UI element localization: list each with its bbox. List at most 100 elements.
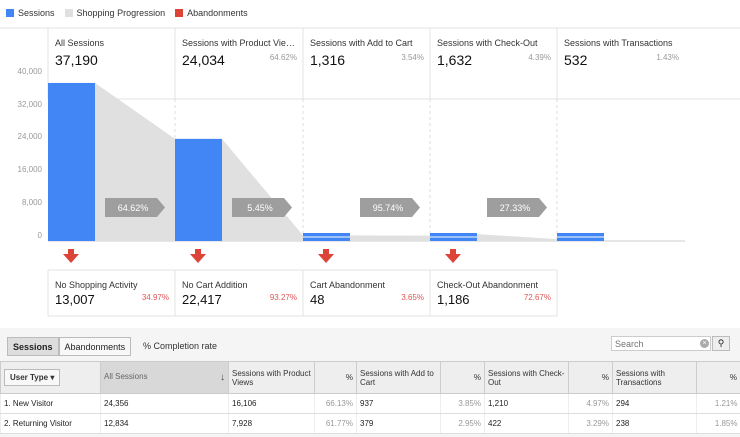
stage-title: Sessions with Add to Cart [310,38,413,48]
table-cell-pct: 2.95% [440,413,485,434]
table-cell: 12,834 [100,413,229,434]
column-header-pct[interactable]: % [696,361,740,394]
abandonment-arrow-shaft [323,249,329,255]
stage-pct: 4.39% [528,53,551,62]
column-header-pct[interactable]: % [314,361,357,394]
column-header-product-views[interactable]: Sessions with Product Views [228,361,315,394]
legend-label: Sessions [18,8,55,18]
legend-label: Abandonments [187,8,248,18]
y-tick-label: 32,000 [17,100,42,109]
stage-value: 1,632 [437,52,473,68]
user-type-dropdown[interactable]: User Type ▾ [4,369,61,386]
y-tick-label: 40,000 [17,67,42,76]
abandonment-arrow-head [318,254,334,263]
legend-shopping-progression[interactable]: Shopping Progression [64,8,165,18]
abandonment-no-cart-addition[interactable]: No Cart Addition 22,417 93.27% [175,270,303,316]
abandonment-title: No Shopping Activity [55,280,138,290]
dimension-header: User Type ▾ [0,361,101,394]
search-button[interactable]: ⚲ [712,336,730,351]
y-tick-label: 16,000 [17,165,42,174]
funnel-table-panel: Sessions Abandonments % Completion rate … [0,328,740,437]
abandonment-title: No Cart Addition [182,280,248,290]
search-input[interactable] [611,336,711,351]
stage-value: 24,034 [182,52,225,68]
stage-header-check-out[interactable]: Sessions with Check-Out 1,632 4.39% [430,28,557,99]
progression-rate-label: 95.74% [373,203,404,213]
stage-header-transactions[interactable]: Sessions with Transactions 532 1.43% [557,28,685,99]
sessions-bar [175,138,222,241]
abandonment-arrow-shaft [195,249,201,255]
tab-sessions[interactable]: Sessions [7,337,59,356]
stage-header-all-sessions[interactable]: All Sessions 37,190 [48,28,175,99]
progression-arrow [232,198,292,217]
table-row[interactable]: 1. New Visitor 24,356 16,106 66.13% 937 … [0,393,740,414]
legend-abandonments[interactable]: Abandonments [175,8,248,18]
table-cell-pct: 1.85% [696,413,740,434]
abandonment-arrow-head [63,254,79,263]
progression-area [477,234,557,241]
abandonment-pct: 72.67% [523,293,551,302]
funnel-chart: 64.62% 5.45% 95.74% 27.33% [0,27,740,317]
table-cell-pct: 3.29% [568,413,613,434]
table-cell: 294 [612,393,697,414]
stage-title: All Sessions [55,38,105,48]
table-cell: 379 [356,413,441,434]
table-cell-pct: 66.13% [314,393,357,414]
stage-value: 37,190 [55,52,98,68]
legend-swatch [175,9,184,17]
abandonment-arrow-head [190,254,206,263]
table-cell: 1,210 [484,393,569,414]
progression-area [350,235,430,241]
table-cell-pct: 1.21% [696,393,740,414]
abandonment-value: 48 [310,292,325,307]
column-label: All Sessions [104,372,148,381]
table-cell: 238 [612,413,697,434]
progression-area [222,138,303,241]
abandonment-title: Check-Out Abandonment [437,280,539,290]
abandonment-no-shopping-activity[interactable]: No Shopping Activity 13,007 34.97% [48,270,175,316]
abandonment-value: 13,007 [55,292,95,307]
table-cell: 16,106 [228,393,315,414]
sort-arrow-down-icon: ↓ [220,372,225,383]
clear-search-icon[interactable]: × [700,339,709,348]
dimension-label: User Type [10,373,49,382]
stage-pct: 64.62% [269,53,297,62]
column-header-all-sessions[interactable]: All Sessions ↓ [100,361,229,394]
stage-header-product-views[interactable]: Sessions with Product Vie… 24,034 64.62% [175,28,303,99]
row-name: Returning Visitor [12,419,72,428]
completion-rate-label[interactable]: % Completion rate [143,341,218,351]
stage-header-add-to-cart[interactable]: Sessions with Add to Cart 1,316 3.54% [303,28,430,99]
row-dimension-cell[interactable]: 1. New Visitor [0,393,101,414]
abandonment-pct: 93.27% [269,293,297,302]
column-header-transactions[interactable]: Sessions with Transactions [612,361,697,394]
abandonment-value: 1,186 [437,292,470,307]
table-cell-pct: 4.97% [568,393,613,414]
chevron-down-icon: ▾ [50,373,55,382]
legend-sessions[interactable]: Sessions [6,8,55,18]
column-header-pct[interactable]: % [440,361,485,394]
progression-rate-label: 64.62% [118,203,149,213]
table-cell: 937 [356,393,441,414]
stage-pct: 3.54% [401,53,424,62]
tab-abandonments[interactable]: Abandonments [58,337,132,356]
abandonment-value: 22,417 [182,292,222,307]
stage-value: 1,316 [310,52,346,68]
table-cell: 422 [484,413,569,434]
column-header-pct[interactable]: % [568,361,613,394]
progression-rate-label: 27.33% [500,203,531,213]
column-header-add-to-cart[interactable]: Sessions with Add to Cart [356,361,441,394]
stage-pct: 1.43% [656,53,679,62]
stage-title: Sessions with Check-Out [437,38,538,48]
view-tabs: Sessions Abandonments [7,337,132,356]
y-tick-label: 8,000 [21,198,42,207]
abandonment-cart[interactable]: Cart Abandonment 48 3.65% [303,270,430,316]
row-dimension-cell[interactable]: 2. Returning Visitor [0,413,101,434]
table-row[interactable]: 2. Returning Visitor 12,834 7,928 61.77%… [0,413,740,434]
column-header-check-out[interactable]: Sessions with Check-Out [484,361,569,394]
abandonment-pct: 34.97% [141,293,169,302]
row-number: 1. [4,399,11,408]
progression-area [95,82,175,241]
row-number: 2. [4,419,11,428]
table-cell: 24,356 [100,393,229,414]
abandonment-check-out[interactable]: Check-Out Abandonment 1,186 72.67% [430,270,557,316]
